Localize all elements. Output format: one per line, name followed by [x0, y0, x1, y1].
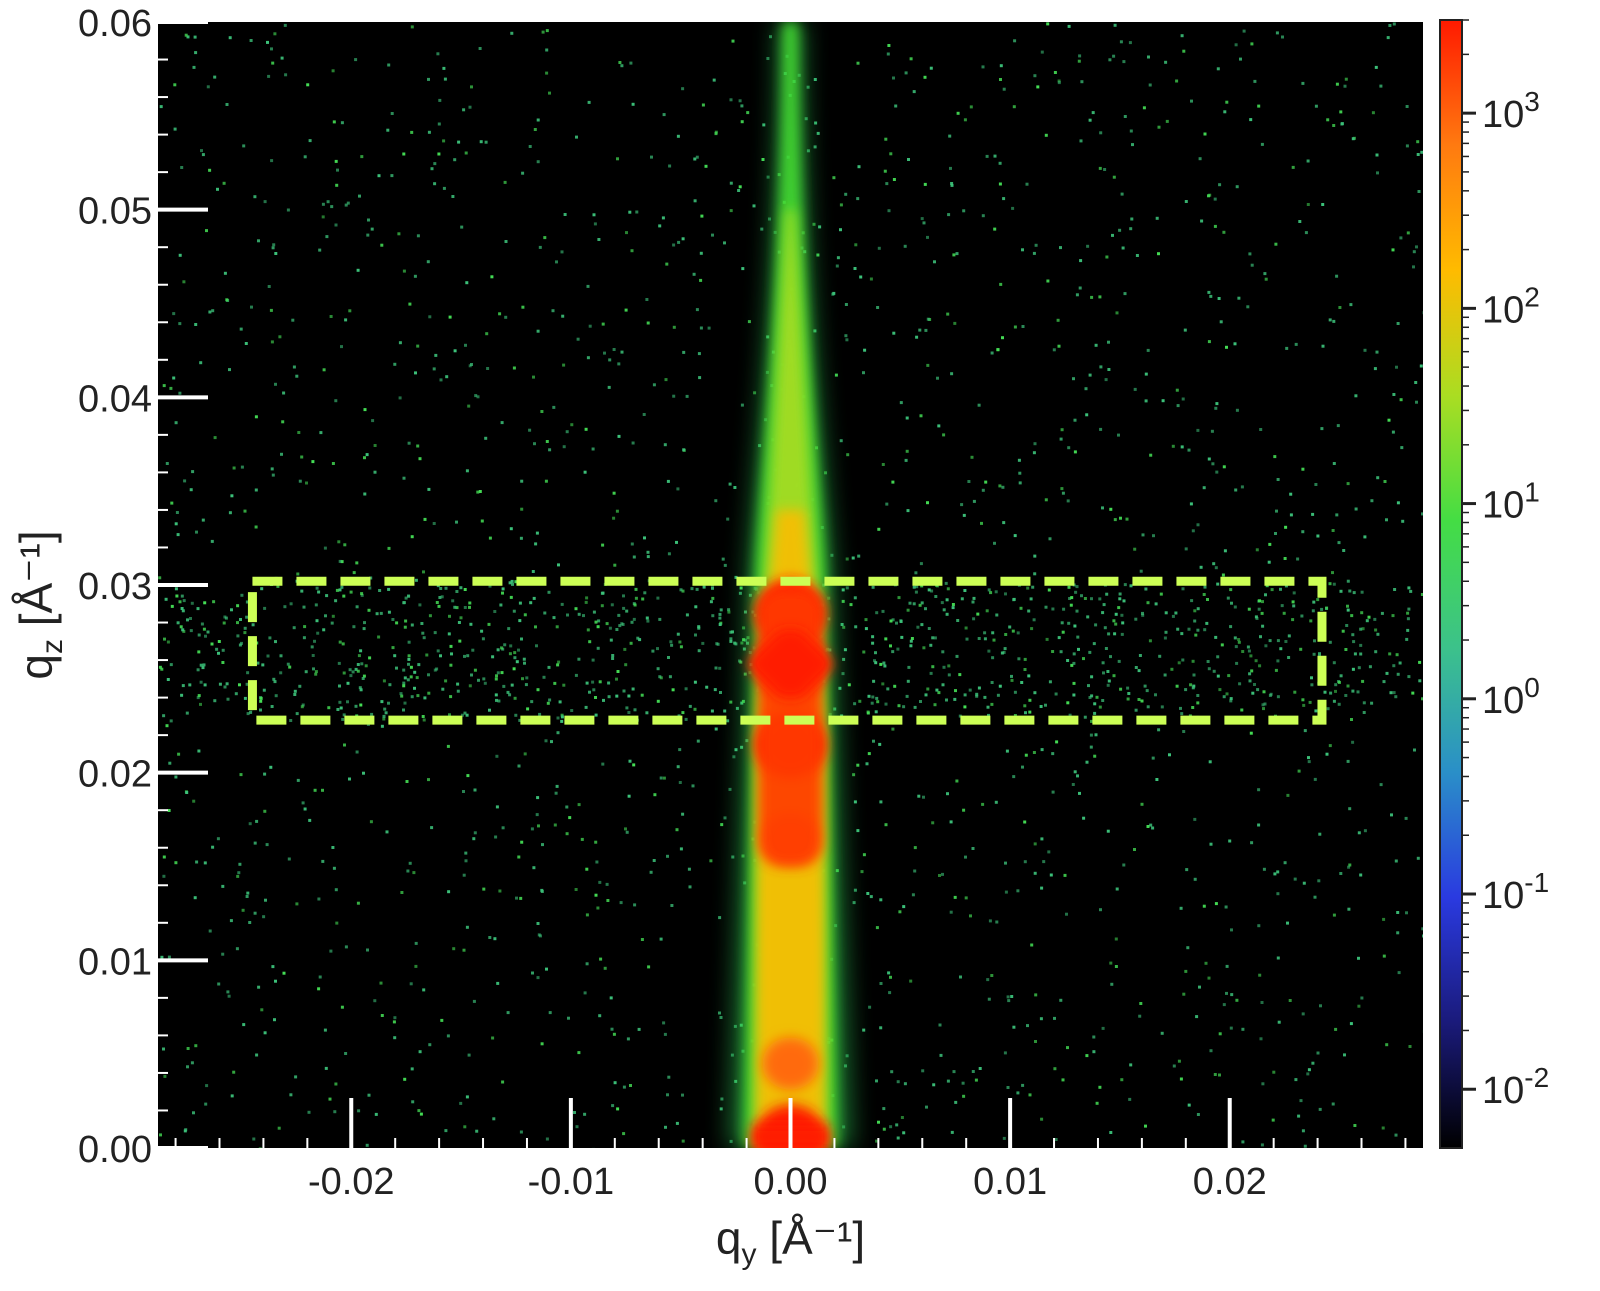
y-tick-label-6: 0.06 [78, 3, 152, 45]
colorbar [1439, 19, 1463, 1149]
x-axis-title: qy [Å⁻¹] [716, 1212, 865, 1271]
y-axis-title: qz [Å⁻¹] [10, 530, 69, 679]
highlight-box [247, 576, 1327, 725]
yoneda-peak [746, 629, 835, 698]
maximum-1 [762, 1037, 819, 1090]
x-tick-label-1: -0.01 [528, 1161, 615, 1203]
x-tick-label-3: 0.01 [973, 1161, 1047, 1203]
colorbar-tick-label-4: 102 [1482, 281, 1540, 331]
y-tick-label-1: 0.01 [78, 941, 152, 983]
y-tick-label-3: 0.03 [78, 566, 152, 608]
y-tick-label-0: 0.00 [78, 1129, 152, 1171]
x-tick-label-2: 0.00 [754, 1161, 828, 1203]
y-tick-label-2: 0.02 [78, 754, 152, 796]
colorbar-tick-label-1: 10-1 [1482, 867, 1549, 917]
colorbar-tick-label-0: 10-2 [1482, 1062, 1549, 1112]
colorbar-tick-label-3: 101 [1482, 477, 1540, 527]
intensity-maxima [746, 579, 835, 1148]
y-tick-label-4: 0.04 [78, 378, 152, 420]
colorbar-tick-label-2: 100 [1482, 672, 1540, 722]
x-tick-label-0: -0.02 [308, 1161, 395, 1203]
colorbar-tick-label-5: 103 [1482, 86, 1540, 136]
x-tick-label-4: 0.02 [1193, 1161, 1267, 1203]
y-tick-label-5: 0.05 [78, 191, 152, 233]
